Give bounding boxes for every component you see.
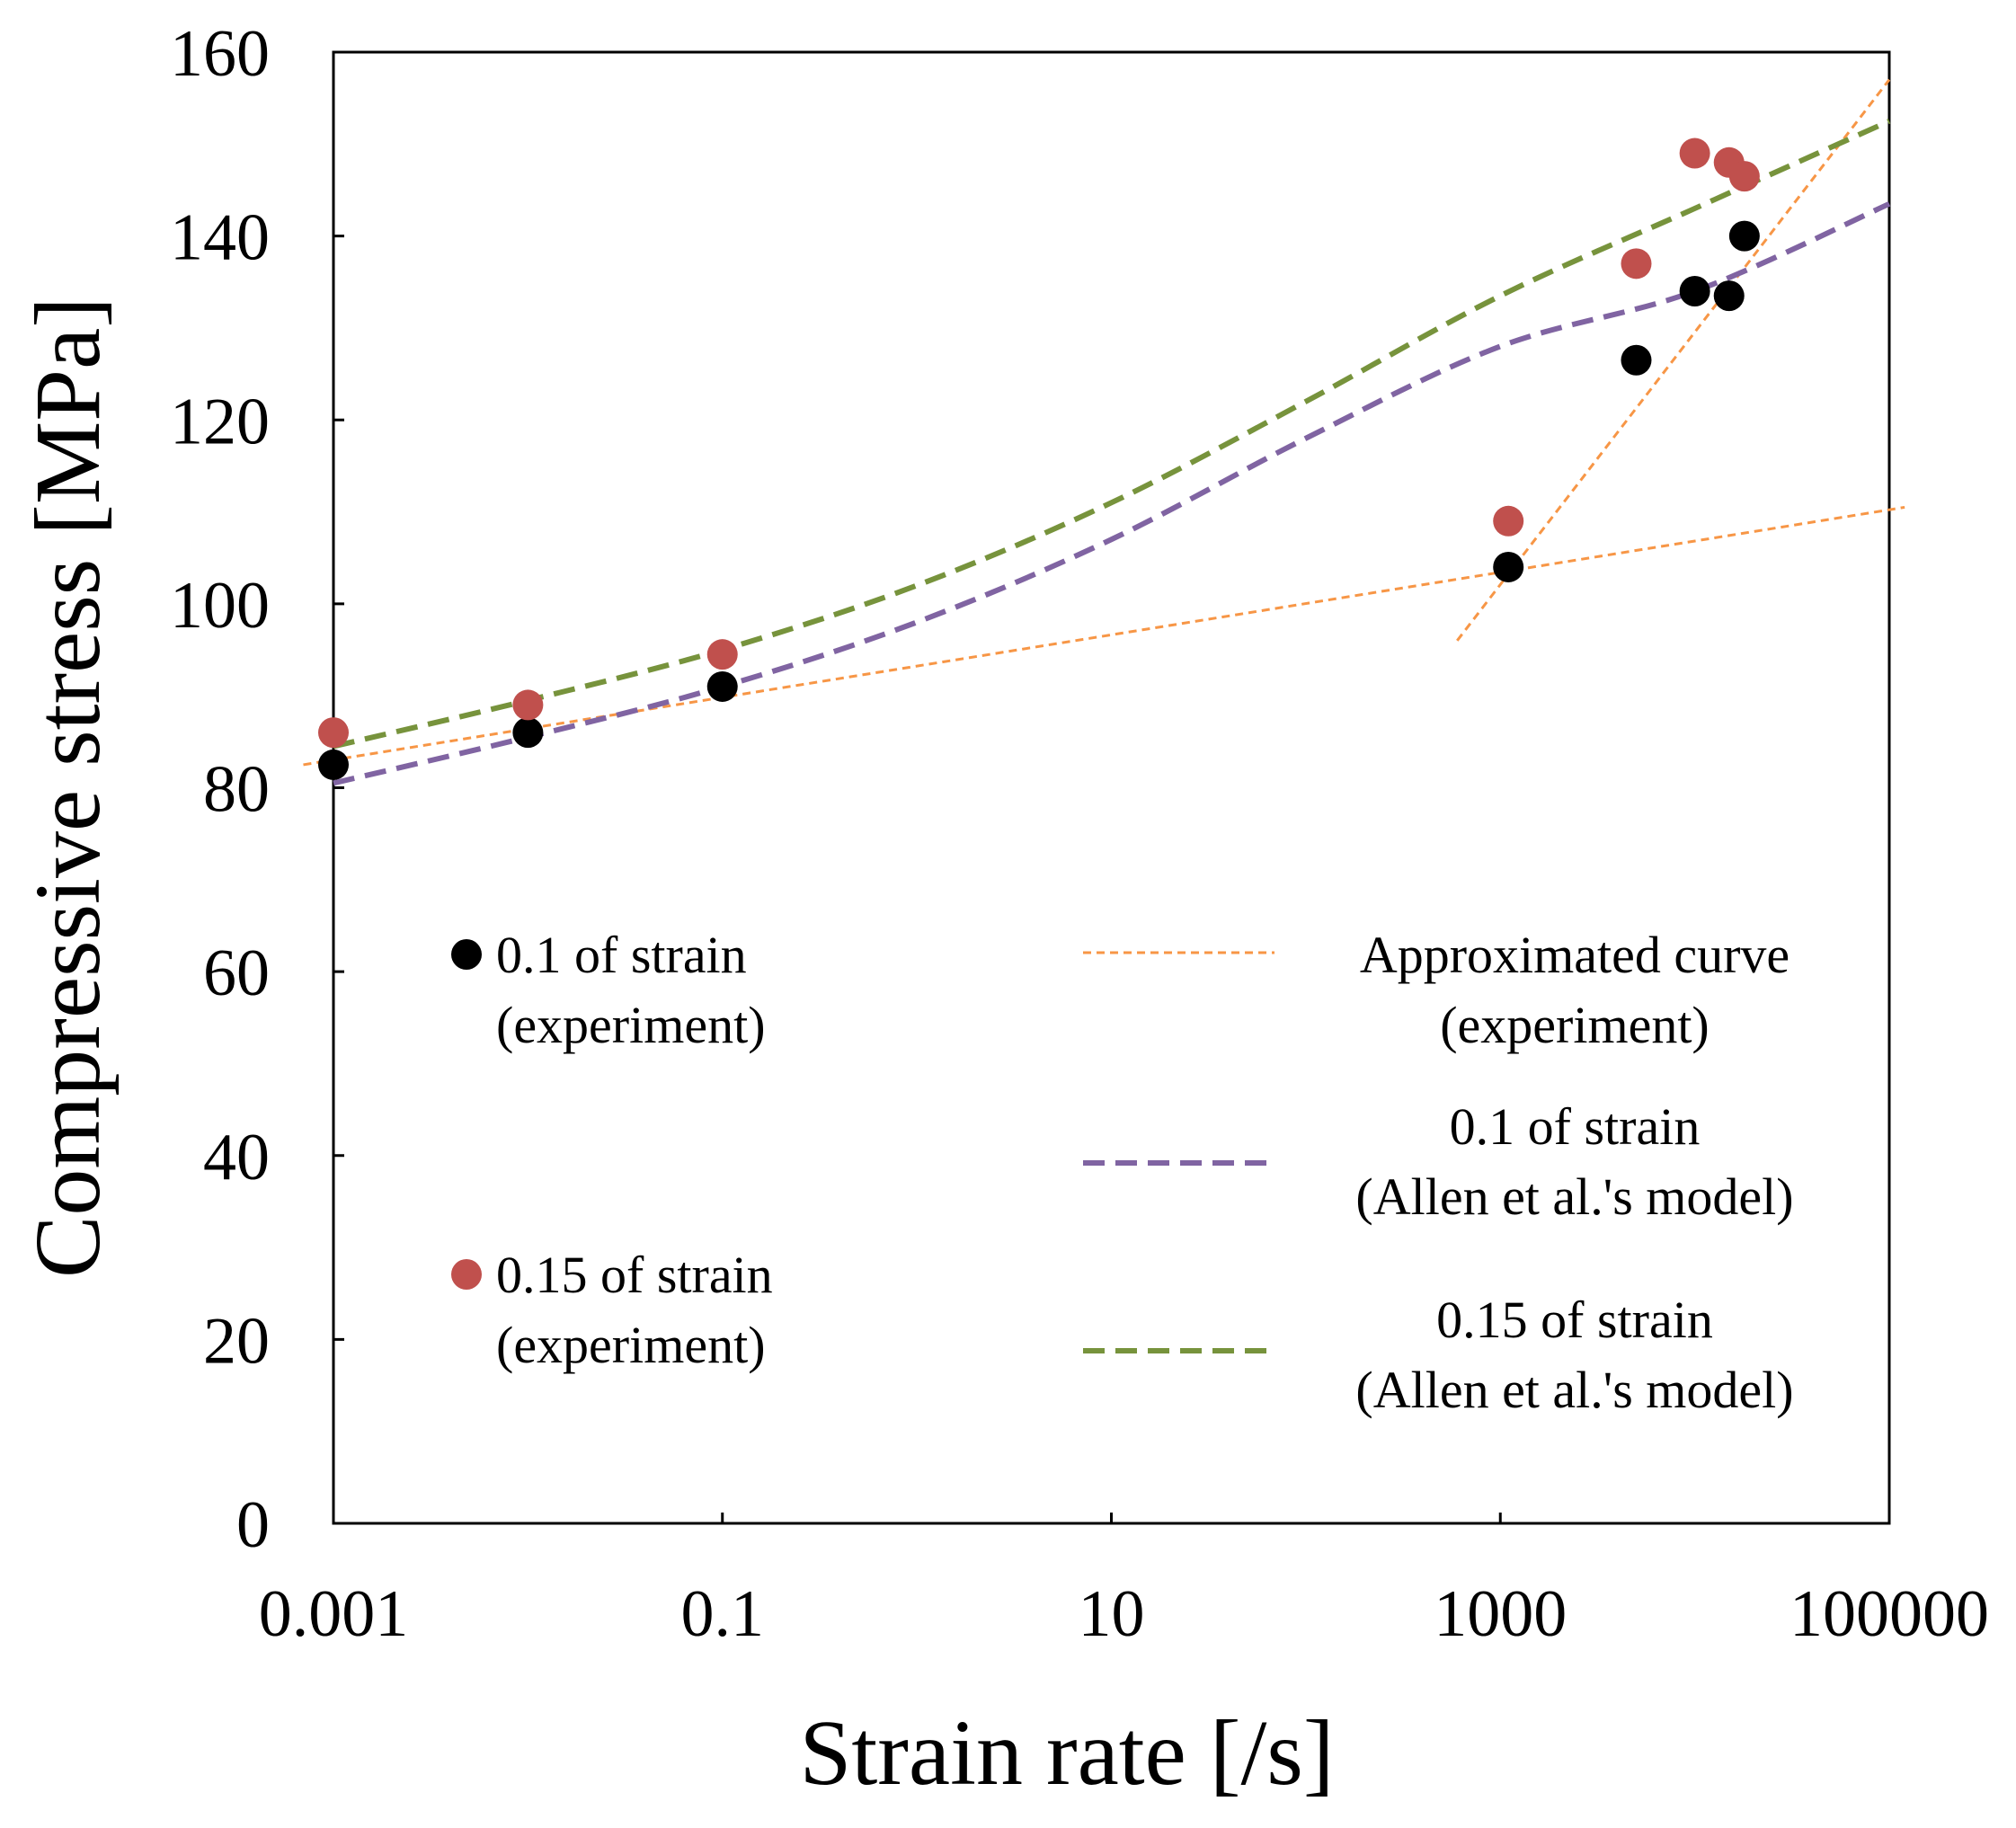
y-tick-label: 40 <box>203 1121 270 1194</box>
legend-text: (Allen et al.'s model) <box>1355 1167 1793 1226</box>
data-point-series-1 <box>706 639 738 670</box>
legend-text: (experiment) <box>496 1316 766 1374</box>
y-tick-label: 140 <box>170 201 270 275</box>
y-tick-label: 160 <box>170 17 270 91</box>
plot-area <box>332 50 1891 1525</box>
x-tick-label: 0.001 <box>259 1577 409 1651</box>
data-point-series-1 <box>318 717 349 749</box>
legend-text: Approximated curve <box>1360 926 1790 984</box>
data-point-series-0 <box>1679 276 1710 307</box>
y-tick-label: 120 <box>170 385 270 458</box>
legend-text: (experiment) <box>1440 996 1710 1054</box>
legend-marker <box>451 939 482 970</box>
data-point-series-1 <box>1728 161 1760 192</box>
y-tick-label: 60 <box>203 936 270 1010</box>
data-point-series-0 <box>1713 280 1745 312</box>
y-axis-title: Compressive stress [MPa] <box>16 297 120 1278</box>
legend-marker <box>451 1259 482 1290</box>
data-point-series-0 <box>706 670 738 702</box>
marker-layer <box>318 138 1760 780</box>
x-tick-label: 10 <box>1079 1577 1145 1651</box>
y-tick-label: 80 <box>203 753 270 827</box>
legend-text: 0.1 of strain <box>496 926 747 984</box>
data-point-series-1 <box>1493 505 1524 537</box>
legend-text: 0.15 of strain <box>1436 1291 1713 1349</box>
data-point-series-1 <box>1621 248 1652 280</box>
data-point-series-1 <box>1679 138 1710 169</box>
x-tick-label: 0.1 <box>681 1577 765 1651</box>
data-point-series-1 <box>512 689 544 721</box>
legend-text: (Allen et al.'s model) <box>1355 1361 1793 1419</box>
data-point-series-0 <box>512 717 544 749</box>
approximated-curve-line <box>1456 78 1891 642</box>
model-curve-4 <box>333 118 1891 750</box>
data-point-series-0 <box>318 749 349 780</box>
x-axis-title: Strain rate [/s] <box>800 1701 1335 1805</box>
y-tick-label: 100 <box>170 569 270 643</box>
x-tick-label: 100000 <box>1790 1577 1989 1651</box>
x-tick-label: 1000 <box>1434 1577 1567 1651</box>
data-point-series-0 <box>1493 551 1524 582</box>
model-curve-3 <box>333 201 1891 786</box>
x-axis: 0.001 0.1 10 1000 100000 <box>259 1513 1989 1651</box>
data-point-series-0 <box>1728 220 1760 252</box>
legend-text: (experiment) <box>496 996 766 1054</box>
line-layer <box>303 78 1905 786</box>
legend-text: 0.15 of strain <box>496 1246 773 1304</box>
y-axis: 0 20 40 60 80 100 120 140 160 <box>170 17 344 1562</box>
legend: 0.1 of strain (experiment) 0.15 of strain (… <box>451 926 1794 1419</box>
approximated-curve-line <box>303 505 1905 767</box>
legend-text: 0.1 of strain <box>1450 1097 1701 1156</box>
y-tick-label: 20 <box>203 1304 270 1378</box>
data-point-series-0 <box>1621 344 1652 376</box>
y-tick-label: 0 <box>236 1488 270 1562</box>
